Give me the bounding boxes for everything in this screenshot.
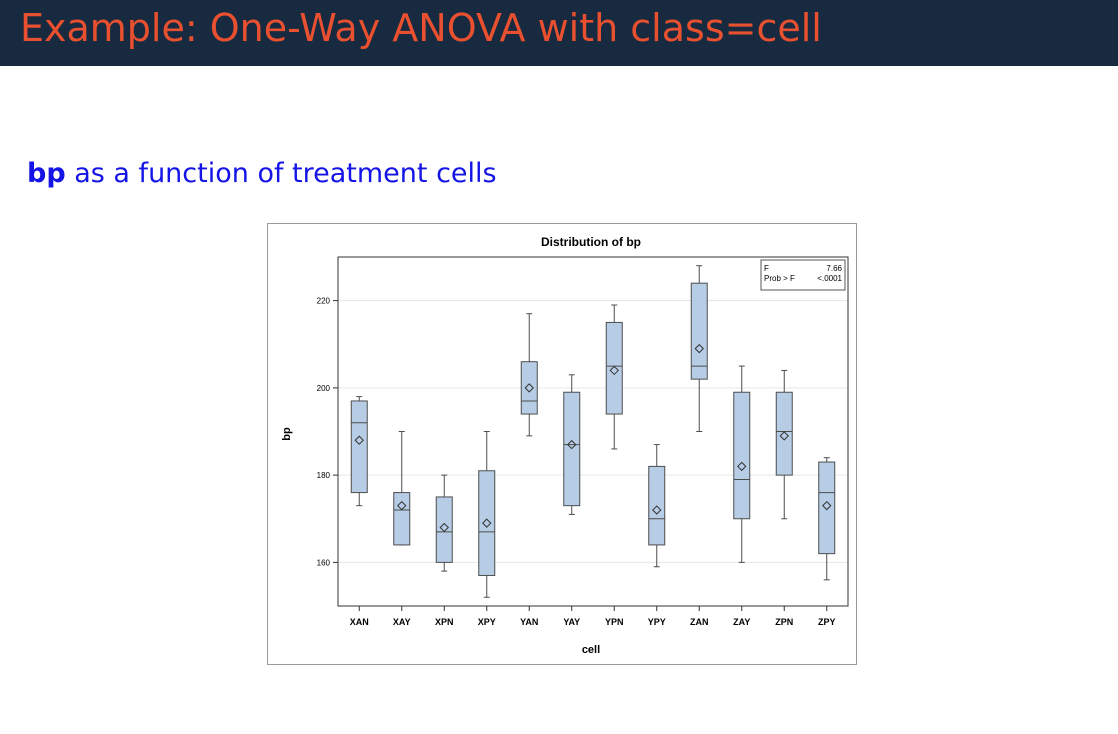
plot-frame	[337, 256, 849, 607]
stats-inset-box	[760, 259, 846, 291]
stats-inset-label: Prob > F	[764, 274, 795, 283]
box-zpy	[818, 461, 836, 555]
mean-marker	[694, 343, 704, 354]
x-axis-label: cell	[582, 644, 600, 656]
box-yan	[520, 361, 538, 415]
x-tick-label: ZPY	[818, 617, 836, 627]
boxplot-chart: Distribution of bp cell bp 160 180 200 220 X…	[281, 235, 849, 656]
mean-marker	[737, 461, 747, 472]
box-ypn	[605, 321, 623, 415]
box-zay	[733, 391, 751, 520]
y-tick-label: 200	[317, 384, 331, 393]
box-xpy	[478, 470, 496, 576]
box-zan	[690, 282, 708, 380]
x-tick-label: XPY	[478, 617, 496, 627]
x-tick-label: YPY	[648, 617, 666, 627]
subtitle-text: as a function of treatment cells	[65, 158, 497, 189]
stats-inset-value: 7.66	[826, 264, 842, 273]
x-tick-label: XAY	[393, 617, 411, 627]
mean-marker	[822, 500, 832, 511]
mean-marker	[779, 431, 789, 441]
slide-title: Example: One-Way ANOVA with class=cell	[20, 6, 822, 50]
x-tick-label: ZAN	[690, 617, 709, 627]
x-tick-label: YAY	[563, 617, 580, 627]
mean-marker	[397, 500, 407, 511]
x-tick-label: ZPN	[775, 617, 793, 627]
box-xay	[393, 492, 411, 546]
chart-title: Distribution of bp	[541, 235, 641, 249]
boxplot-figure: Distribution of bp cell bp 160 180 200 220 X…	[267, 223, 857, 665]
stats-inset-label: F	[764, 264, 769, 273]
x-tick-label: ZAY	[733, 617, 750, 627]
x-tick-label: XPN	[435, 617, 454, 627]
stats-inset-value: <.0001	[817, 274, 842, 283]
mean-marker	[609, 365, 619, 376]
box-xpn	[435, 496, 453, 563]
mean-marker	[354, 435, 364, 445]
slide-subtitle: bp as a function of treatment cells	[27, 156, 497, 192]
mean-marker	[567, 439, 577, 450]
x-tick-label: XAN	[350, 617, 369, 627]
mean-marker	[482, 518, 492, 528]
mean-marker	[652, 505, 662, 515]
mean-marker	[524, 383, 534, 393]
y-axis-label: bp	[281, 427, 293, 441]
box-xan	[350, 400, 368, 494]
x-tick-label: YPN	[605, 617, 624, 627]
y-tick-label: 160	[317, 558, 331, 567]
y-tick-label: 220	[317, 297, 331, 306]
mean-marker	[439, 522, 449, 533]
subtitle-keyword: bp	[27, 158, 66, 189]
box-zpn	[775, 391, 793, 476]
slide-title-bar: Example: One-Way ANOVA with class=cell	[0, 0, 1118, 66]
stats-inset: F 7.66 Prob > F <.0001	[760, 259, 846, 291]
x-tick-label: YAN	[520, 617, 538, 627]
y-tick-label: 180	[317, 471, 331, 480]
